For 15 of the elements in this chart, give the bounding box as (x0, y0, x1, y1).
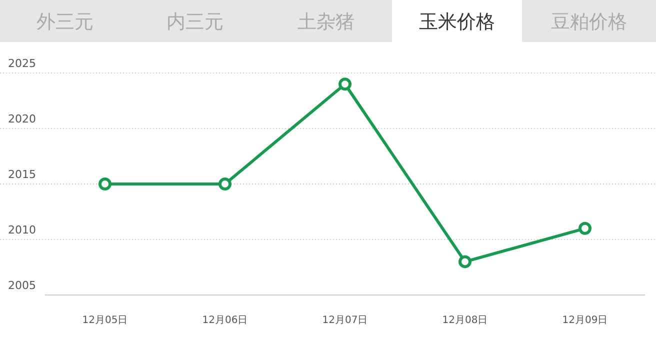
x-tick-label: 12月08日 (442, 315, 488, 326)
chart-title: 玉米价格 (419, 11, 495, 33)
y-tick-label: 2020 (8, 112, 36, 126)
y-tick-label: 2005 (8, 279, 36, 292)
x-tick-label: 12月06日 (202, 315, 248, 326)
x-tick-label: 12月09日 (562, 315, 608, 326)
text: 土杂猪 (298, 11, 354, 33)
y-tick-label: 2025 (8, 57, 36, 70)
text: 外三元 (36, 11, 94, 33)
y-tick-label: 2010 (8, 224, 36, 236)
x-tick-label: 12月05日 (82, 315, 128, 326)
x-tick-label: 12月07日 (322, 315, 368, 326)
y-tick-label: 2015 (8, 168, 36, 181)
text: 内三元 (166, 11, 224, 33)
text: 豆粕价格 (551, 11, 627, 33)
